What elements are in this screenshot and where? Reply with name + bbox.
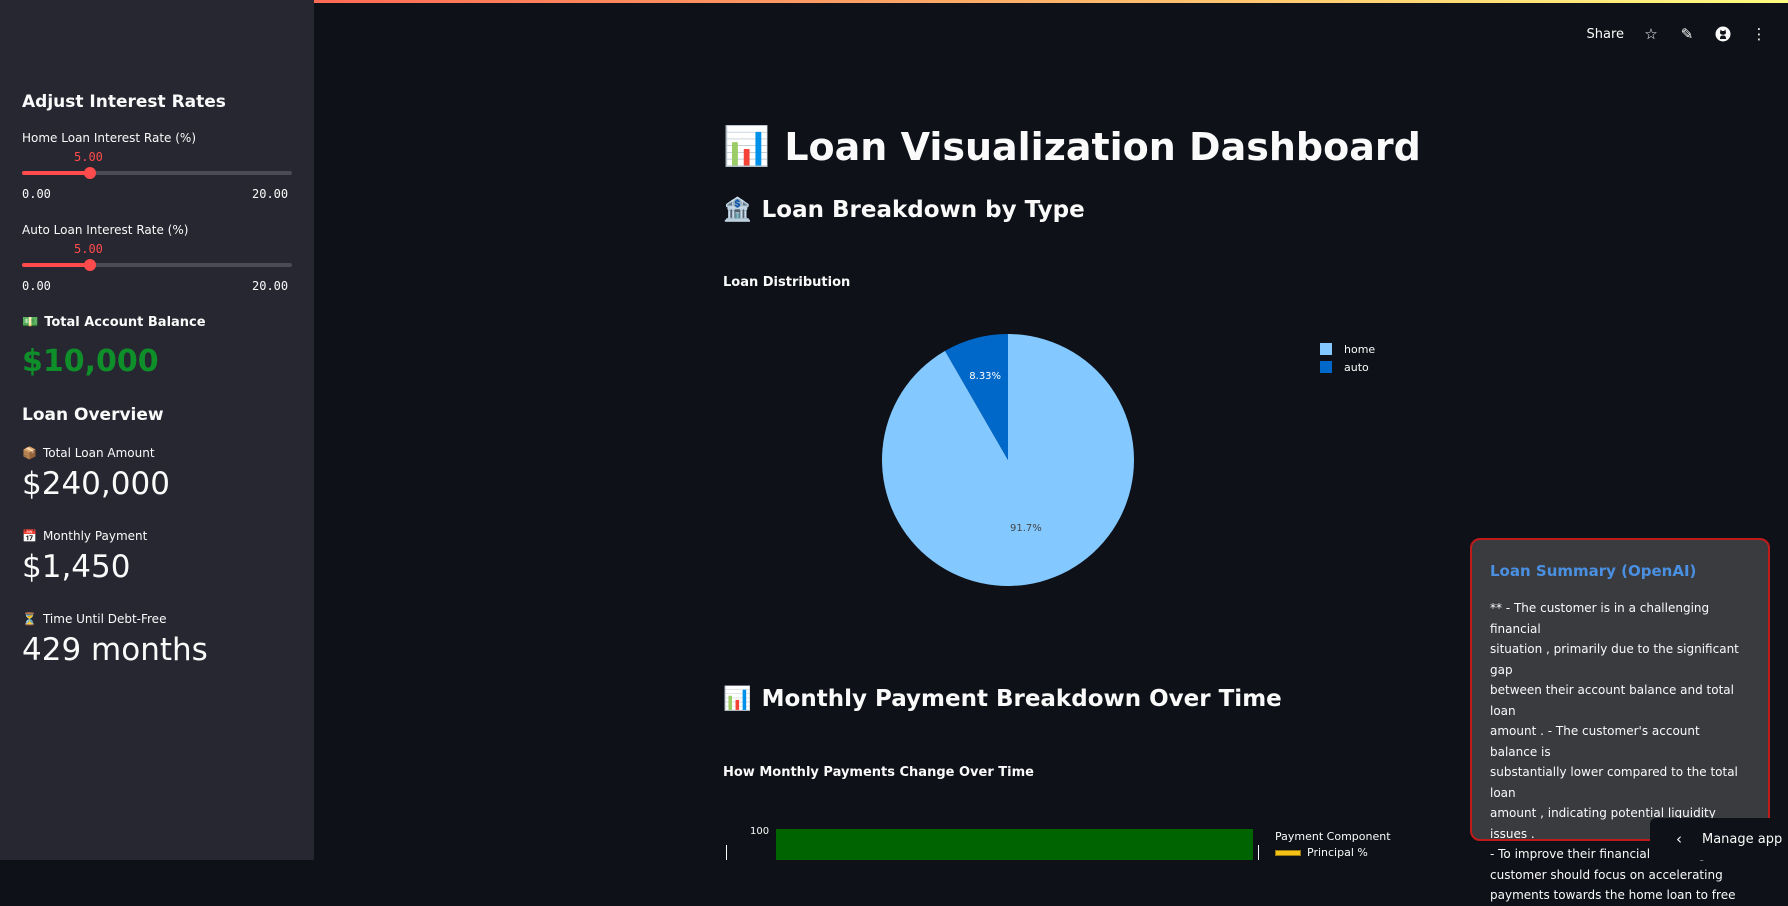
hourglass-icon: ⏳ <box>22 612 37 626</box>
metric-label: Monthly Payment <box>42 529 148 543</box>
auto-rate-slider-fill <box>22 263 90 267</box>
metric-label-row: 📦 Total Loan Amount <box>22 446 155 460</box>
bar-chart-icon: 📊 <box>723 124 771 168</box>
pie-chart-title: Loan Distribution <box>723 275 851 290</box>
sidebar-heading-interest: Adjust Interest Rates <box>22 92 226 112</box>
legend-label: home <box>1344 342 1376 356</box>
pie-slice-auto[interactable] <box>945 334 1008 460</box>
home-rate-label: Home Loan Interest Rate (%) <box>22 131 196 145</box>
pie-label-auto: 8.33% <box>969 371 1001 382</box>
bar-legend-title: Payment Component <box>1275 830 1391 843</box>
more-vertical-icon[interactable]: ⋮ <box>1751 25 1767 43</box>
calendar-icon: 📅 <box>22 529 37 543</box>
auto-rate-slider-thumb[interactable] <box>83 259 96 271</box>
page-title-text: Loan Visualization Dashboard <box>784 124 1421 169</box>
pie-chart: 91.7% 8.33% <box>882 334 1134 586</box>
section-heading-monthly: 📊 Monthly Payment Breakdown Over Time <box>723 685 1282 713</box>
money-icon: 💵 <box>22 315 39 330</box>
auto-rate-value: 5.00 <box>74 242 103 256</box>
legend-item-home[interactable]: home <box>1320 340 1375 358</box>
page-title: 📊 Loan Visualization Dashboard <box>723 124 1421 169</box>
bar-legend: Payment Component Principal % <box>1275 830 1391 859</box>
metric-value: $1,450 <box>22 549 131 585</box>
summary-title: Loan Summary (OpenAI) <box>1490 562 1697 580</box>
share-button[interactable]: Share <box>1586 26 1624 42</box>
sidebar: Adjust Interest Rates Home Loan Interest… <box>0 0 314 860</box>
manage-app-label: Manage app <box>1702 831 1783 847</box>
metric-label-row: 📅 Monthly Payment <box>22 529 147 543</box>
bar-chart-icon: 📊 <box>723 686 752 712</box>
pie-label-home: 91.7% <box>1010 523 1042 534</box>
top-decoration-bar <box>0 0 1788 3</box>
metric-value: $240,000 <box>22 466 170 502</box>
home-rate-value: 5.00 <box>74 150 103 164</box>
legend-label: auto <box>1344 360 1369 374</box>
summary-line: amount . - The customer's account balanc… <box>1490 724 1700 759</box>
auto-rate-slider[interactable] <box>22 259 292 271</box>
metric-label: Total Loan Amount <box>42 446 155 460</box>
summary-line: amount , indicating potential liquidity … <box>1490 806 1716 841</box>
home-rate-slider[interactable] <box>22 167 292 179</box>
balance-value: $10,000 <box>22 344 159 379</box>
pie-legend: home auto <box>1320 340 1375 376</box>
summary-line: ** - The customer is in a challenging fi… <box>1490 601 1710 636</box>
bar-legend-swatch <box>1275 849 1301 856</box>
summary-line: payments towards the home loan to free <box>1490 888 1736 902</box>
balance-label: Total Account Balance <box>44 315 206 330</box>
home-rate-slider-fill <box>22 171 90 175</box>
section-heading-text: Loan Breakdown by Type <box>761 196 1085 223</box>
home-rate-slider-thumb[interactable] <box>83 167 96 179</box>
metric-label: Time Until Debt-Free <box>42 612 167 626</box>
legend-swatch-auto <box>1320 361 1332 373</box>
star-icon[interactable]: ☆ <box>1644 25 1658 43</box>
bar-chart-y-axis-label <box>726 845 734 860</box>
chevron-left-icon: ‹ <box>1676 830 1682 848</box>
auto-rate-min: 0.00 <box>22 279 51 293</box>
auto-rate-max: 20.00 <box>252 279 289 293</box>
legend-swatch-home <box>1320 343 1332 355</box>
section-heading-text: Monthly Payment Breakdown Over Time <box>761 685 1282 712</box>
metric-label-row: ⏳ Time Until Debt-Free <box>22 612 166 626</box>
section-heading-breakdown: 🏦 Loan Breakdown by Type <box>723 196 1085 224</box>
github-icon[interactable] <box>1714 25 1732 43</box>
bar-legend-item[interactable]: Principal % <box>1275 846 1391 859</box>
bar-legend-label: Principal % <box>1307 846 1368 859</box>
summary-line: between their account balance and total … <box>1490 683 1734 718</box>
home-rate-max: 20.00 <box>252 187 289 201</box>
summary-line: situation , primarily due to the signifi… <box>1490 642 1739 677</box>
metric-value: 429 months <box>22 632 208 668</box>
sidebar-heading-overview: Loan Overview <box>22 405 164 425</box>
bar-chart-title: How Monthly Payments Change Over Time <box>723 765 1034 780</box>
package-icon: 📦 <box>22 446 37 460</box>
app-toolbar: Share ☆ ✎ ⋮ <box>1586 22 1768 46</box>
summary-line: substantially lower compared to the tota… <box>1490 765 1738 800</box>
bar-chart-y2-axis-label <box>1258 845 1266 860</box>
loan-summary-card: Loan Summary (OpenAI) ** - The customer … <box>1470 538 1770 902</box>
legend-item-auto[interactable]: auto <box>1320 358 1375 376</box>
home-rate-min: 0.00 <box>22 187 51 201</box>
balance-label-row: 💵 Total Account Balance <box>22 315 206 330</box>
bar-chart-area <box>776 829 1253 860</box>
bar-chart-y-tick: 100 <box>750 826 770 837</box>
pencil-icon[interactable]: ✎ <box>1680 25 1694 43</box>
bank-icon: 🏦 <box>723 197 752 223</box>
summary-line: customer should focus on accelerating <box>1490 867 1723 882</box>
auto-rate-label: Auto Loan Interest Rate (%) <box>22 223 189 237</box>
manage-app-button[interactable]: ‹ Manage app <box>1650 818 1788 860</box>
